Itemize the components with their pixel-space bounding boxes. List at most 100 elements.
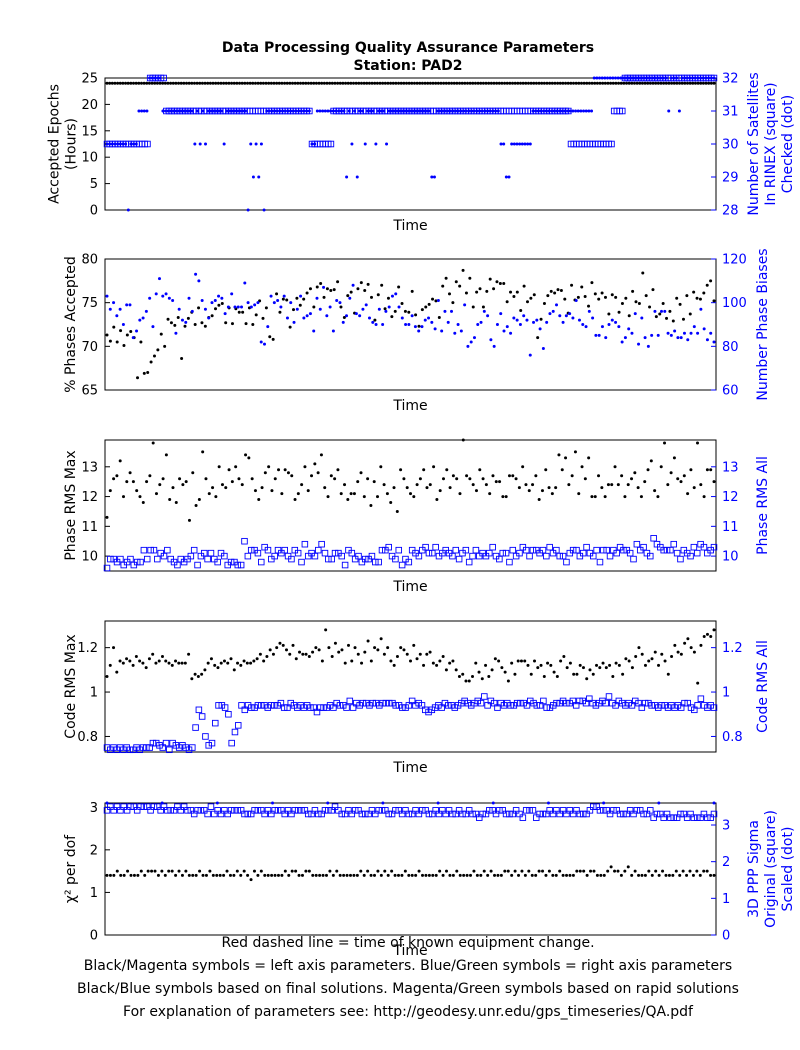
data-square [208,739,216,747]
data-dot [270,489,274,493]
data-dot [648,81,652,85]
data-dot [348,873,352,877]
data-dot [534,109,538,113]
data-dot [631,289,635,293]
data-dot [328,869,332,873]
data-dot [427,873,431,877]
data-dot [455,869,459,873]
data-dot [238,81,242,85]
data-dot [471,305,475,309]
data-dot [461,672,465,676]
data-dot [640,316,644,320]
data-dot [353,646,357,650]
data-square [673,549,681,557]
data-dot [190,309,194,313]
data-dot [169,81,173,85]
data-square [231,728,239,736]
data-dot [340,648,344,652]
data-square [378,807,386,814]
data-square [376,702,383,709]
data-dot [407,323,411,326]
data-dot [321,873,325,877]
data-dot [271,337,275,341]
data-dot [653,489,657,493]
data-dot [679,336,683,340]
data-dot [108,489,112,493]
data-dot [699,643,703,647]
data-dot [670,81,674,85]
data-dot [334,109,338,113]
data-dot [571,109,575,113]
left-tick-label: 10 [81,151,98,166]
data-dot [455,81,459,85]
data-dot [501,495,505,499]
data-dot [497,81,501,85]
data-square [227,558,235,566]
data-square [398,810,406,818]
data-dot [444,81,448,85]
data-dot [478,468,482,472]
data-dot [712,299,716,303]
data-dot [597,474,601,478]
data-dot [139,81,143,85]
data-dot [271,652,275,656]
data-dot [128,303,132,307]
data-square [244,702,252,709]
data-square [606,810,614,818]
left-tick-label: 12 [81,490,98,505]
data-dot [627,81,631,85]
data-dot [699,483,703,487]
data-dot [345,314,349,318]
data-dot [489,338,493,342]
data-square [529,807,537,814]
data-dot [245,81,249,85]
data-dot [550,492,554,496]
data-dot [309,81,313,85]
data-square [150,546,158,554]
data-dot [362,873,366,877]
data-dot [399,81,403,85]
data-dot [522,314,526,318]
data-square [268,810,275,818]
data-square [458,699,465,707]
data-dot [459,329,463,333]
data-square [658,702,665,709]
data-dot [151,325,155,329]
data-dot [698,873,702,877]
data-dot [119,329,123,333]
data-square [224,810,231,818]
data-dot [581,323,585,326]
data-dot [554,486,558,490]
data-dot [276,298,280,302]
data-dot [214,307,218,311]
data-dot [431,661,435,665]
data-dot [397,305,401,309]
data-dot [381,81,385,85]
data-dot [351,283,355,287]
data-dot [254,142,258,146]
data-square [700,810,708,818]
right-tick-label: 60 [722,384,739,399]
data-square [197,807,205,814]
data-dot [502,281,506,285]
data-dot [587,304,591,308]
data-dot [691,81,695,85]
data-dot [118,81,122,85]
data-dot [428,81,432,85]
data-dot [709,468,713,472]
data-dot [473,81,477,85]
data-dot [352,873,356,877]
data-square [418,702,426,709]
data-dot [170,869,174,873]
x-axis-label: Time [392,760,427,776]
data-dot [673,643,677,647]
data-dot [588,668,592,672]
data-dot [217,465,221,469]
data-dot [419,109,423,113]
data-dot [115,314,119,318]
data-square [653,810,661,818]
data-dot [134,655,138,659]
data-dot [105,873,109,877]
data-dot [230,322,234,326]
data-dot [432,465,436,469]
